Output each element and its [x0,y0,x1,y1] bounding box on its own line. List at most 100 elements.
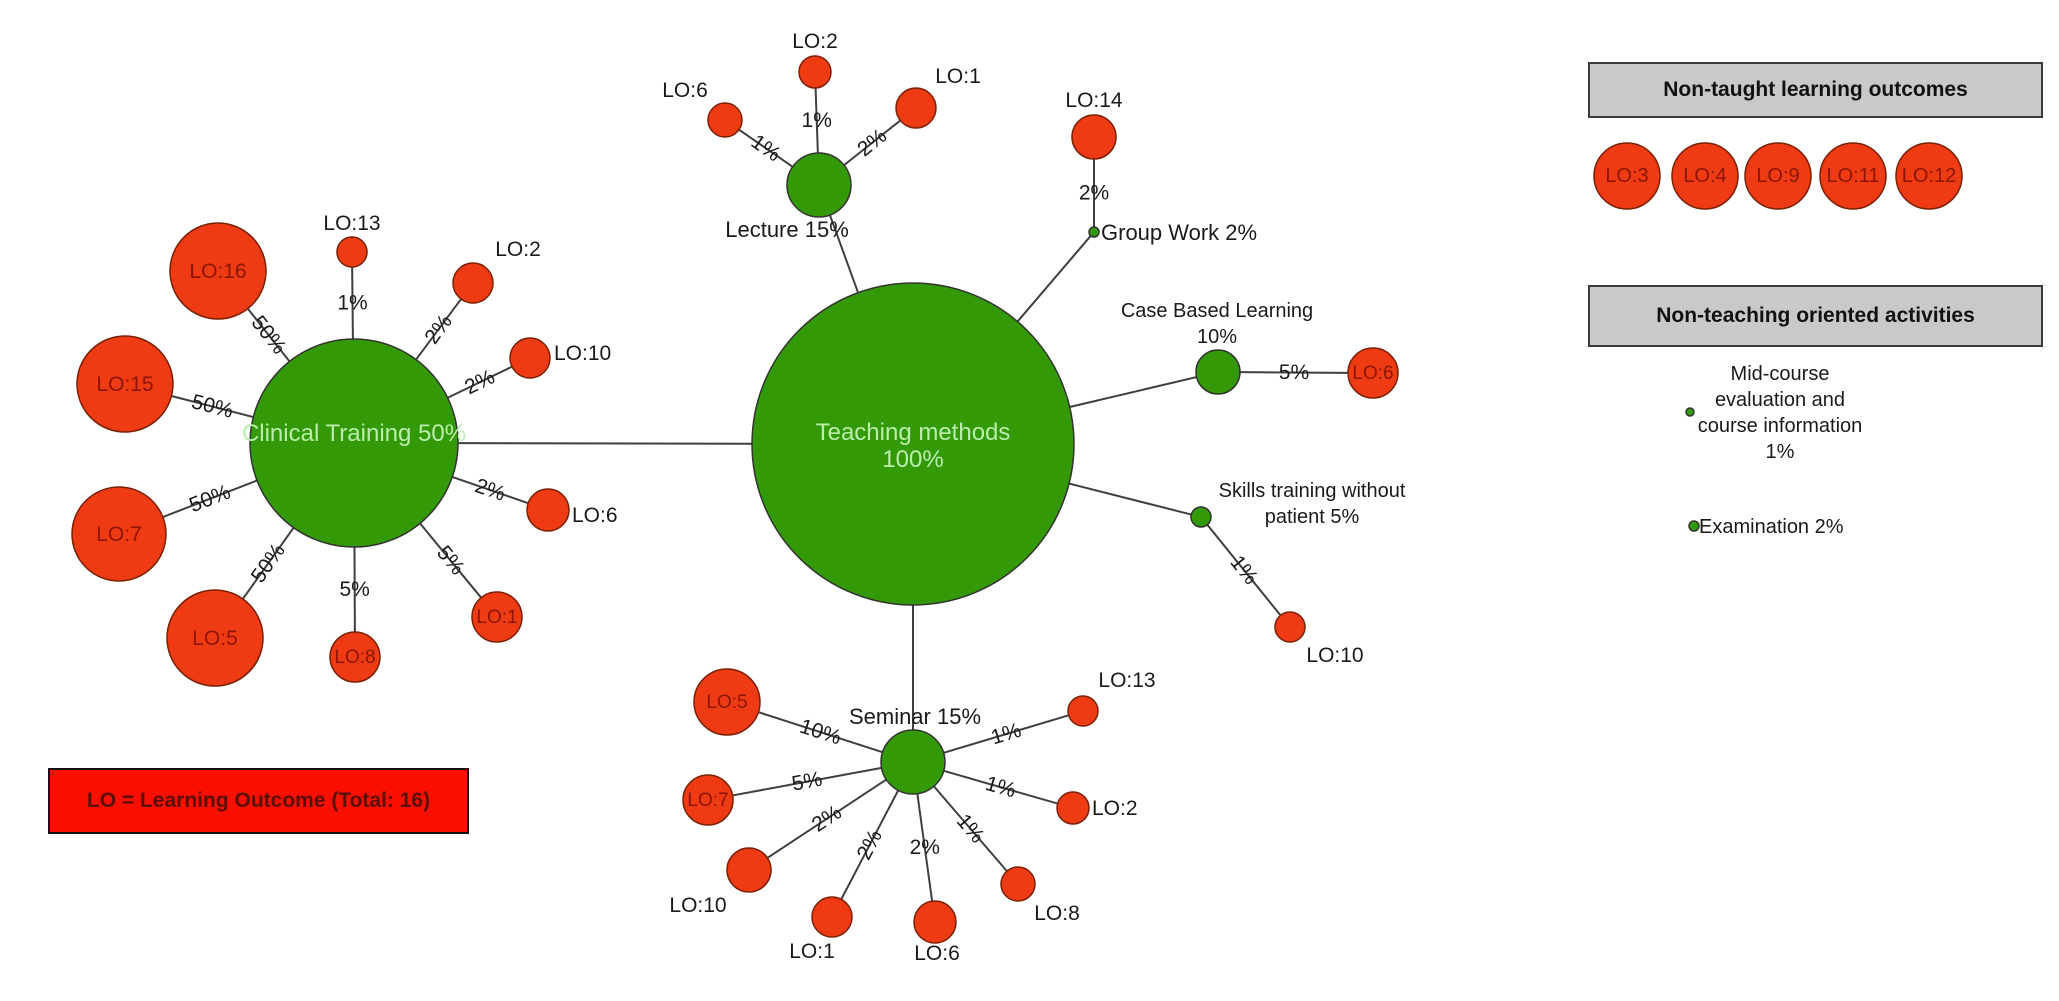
edge-clinical-c-lo6-line [451,476,529,505]
node-midcourse-label: Mid-course evaluation and course informati… [1698,363,1863,463]
node-p-lo4-circle [1671,142,1739,210]
node-s-lo10-label-line-0: LO:10 [1306,644,1363,667]
node-sem-lo6-label: LO:6 [914,942,960,965]
edge-seminar-sem-lo2-label: 1% [983,772,1019,802]
node-sem-lo13-circle [1067,695,1099,727]
edge-seminar-sem-lo6-line [916,793,934,902]
node-c-lo2-label-line-0: LO:2 [495,238,541,261]
node-seminar-circle [880,729,946,795]
edge-clinical-c-lo15-label: 50% [189,390,235,423]
edge-seminar-sem-lo13-label: 1% [988,719,1024,750]
edge-seminar-sem-lo1-line [840,789,900,900]
node-groupwork-label-line-0: Group Work 2% [1101,220,1257,245]
node-clinical-label-line-0: Clinical Training 50% [242,420,466,447]
node-c-lo16-label-line-0: LO:16 [189,260,246,283]
node-examination-label: Examination 2% [1699,516,1844,538]
non-taught-header: Non-taught learning outcomes [1588,62,2043,118]
node-l-lo2-label-line-0: LO:2 [792,30,838,53]
node-l-lo6-label-line-0: LO:6 [662,79,708,102]
node-sem-lo5-label-line-0: LO:5 [706,692,747,713]
node-p-lo3-circle [1593,142,1661,210]
node-c-lo5-label: LO:5 [192,627,238,650]
node-cb-lo6-circle [1347,347,1399,399]
node-p-lo9-circle [1744,142,1812,210]
non-teaching-header: Non-teaching oriented activities [1588,285,2043,347]
node-p-lo11-label-line-0: LO:11 [1827,165,1880,187]
node-sem-lo2-label-line-0: LO:2 [1092,797,1138,820]
node-midcourse-label-line-0: Mid-course [1731,363,1830,385]
node-c-lo1-label-line-0: LO:1 [476,607,517,628]
edge-lecture-l-lo2-label: 1% [802,109,832,132]
node-casebased-circle [1195,349,1241,395]
node-lecture-label-line-0: Lecture 15% [725,217,849,242]
node-l-lo1-label: LO:1 [935,65,981,88]
node-c-lo15-label-line-0: LO:15 [96,373,153,396]
node-sem-lo13-label-line-0: LO:13 [1098,669,1155,692]
node-sem-lo6-circle [913,900,957,944]
edge-seminar-sem-lo10-line [766,778,887,859]
edge-groupwork-lo14-label: 2% [1079,182,1109,205]
node-p-lo3-label-line-0: LO:3 [1605,165,1648,187]
node-c-lo2-circle [452,262,494,304]
node-p-lo12-label-line-0: LO:12 [1902,165,1956,187]
edge-clinical-c-lo15-line [171,395,254,419]
node-l-lo1-circle [895,87,937,129]
edge-clinical-c-lo1-line [419,522,482,599]
edge-teaching-groupwork-line [1016,235,1092,323]
node-c-lo5-label-line-0: LO:5 [192,627,238,650]
edge-skills-s-lo10-line [1206,524,1282,616]
node-sem-lo8-label-line-0: LO:8 [1034,902,1080,925]
node-sem-lo8-label: LO:8 [1034,902,1080,925]
node-skills-circle [1190,506,1212,528]
edge-lecture-l-lo1-label: 2% [853,124,891,161]
node-sem-lo5-label: LO:5 [706,692,747,713]
node-clinical-circle [249,338,459,548]
edge-clinical-c-lo7-label: 50% [186,480,234,517]
node-skills-label-line-0: Skills training without [1219,480,1406,502]
edge-clinical-c-lo16-line [246,308,291,363]
node-c-lo13-circle [336,236,368,268]
node-sem-lo13-label: LO:13 [1098,669,1155,692]
node-l-lo6-circle [707,102,743,138]
node-lo14-label-line-0: LO:14 [1065,89,1123,112]
edge-clinical-c-lo13-label: 1% [337,292,367,315]
node-c-lo6-circle [526,488,570,532]
node-casebased-label-line-1: 10% [1197,326,1237,348]
node-p-lo12-label: LO:12 [1902,165,1956,187]
node-casebased-label-line-0: Case Based Learning [1121,300,1313,322]
edge-seminar-sem-lo5-line [758,711,883,754]
node-sem-lo7-label-line-0: LO:7 [687,790,728,811]
edge-seminar-sem-lo7-line [732,766,882,797]
edge-seminar-sem-lo8-line [933,785,1008,872]
node-l-lo2-circle [798,55,832,89]
node-c-lo5-circle [166,589,264,687]
node-lo14-circle [1071,114,1117,160]
node-c-lo1-circle [471,591,523,643]
node-c-lo7-circle [71,486,167,582]
lo-legend-label: LO = Learning Outcome (Total: 16) [86,789,431,812]
node-s-lo10-circle [1274,611,1306,643]
node-c-lo13-label-line-0: LO:13 [323,212,380,235]
node-c-lo7-label-line-0: LO:7 [96,523,142,546]
edge-seminar-sem-lo5-label: 10% [797,715,844,750]
node-p-lo4-label: LO:4 [1683,165,1726,187]
edge-clinical-c-lo5-label: 50% [247,540,290,588]
node-c-lo8-circle [329,631,381,683]
edge-lecture-l-lo6-line [738,128,794,168]
node-sem-lo1-label: LO:1 [789,940,835,963]
edge-seminar-sem-lo8-label: 1% [952,810,989,848]
node-c-lo8-label: LO:8 [334,647,375,668]
node-p-lo12-circle [1895,142,1963,210]
node-c-lo10-label-line-0: LO:10 [554,342,611,365]
node-p-lo11-label: LO:11 [1827,165,1880,187]
node-examination-label-line-0: Examination 2% [1699,516,1844,538]
edge-clinical-c-lo16-label: 50% [247,311,291,358]
node-p-lo11-circle [1819,142,1887,210]
node-teaching-circle [751,282,1075,606]
edge-clinical-c-lo10-line [447,365,513,399]
edge-seminar-sem-lo13-line [943,714,1069,754]
edge-teaching-casebased-line [1069,376,1197,408]
node-sem-lo2-label: LO:2 [1092,797,1138,820]
